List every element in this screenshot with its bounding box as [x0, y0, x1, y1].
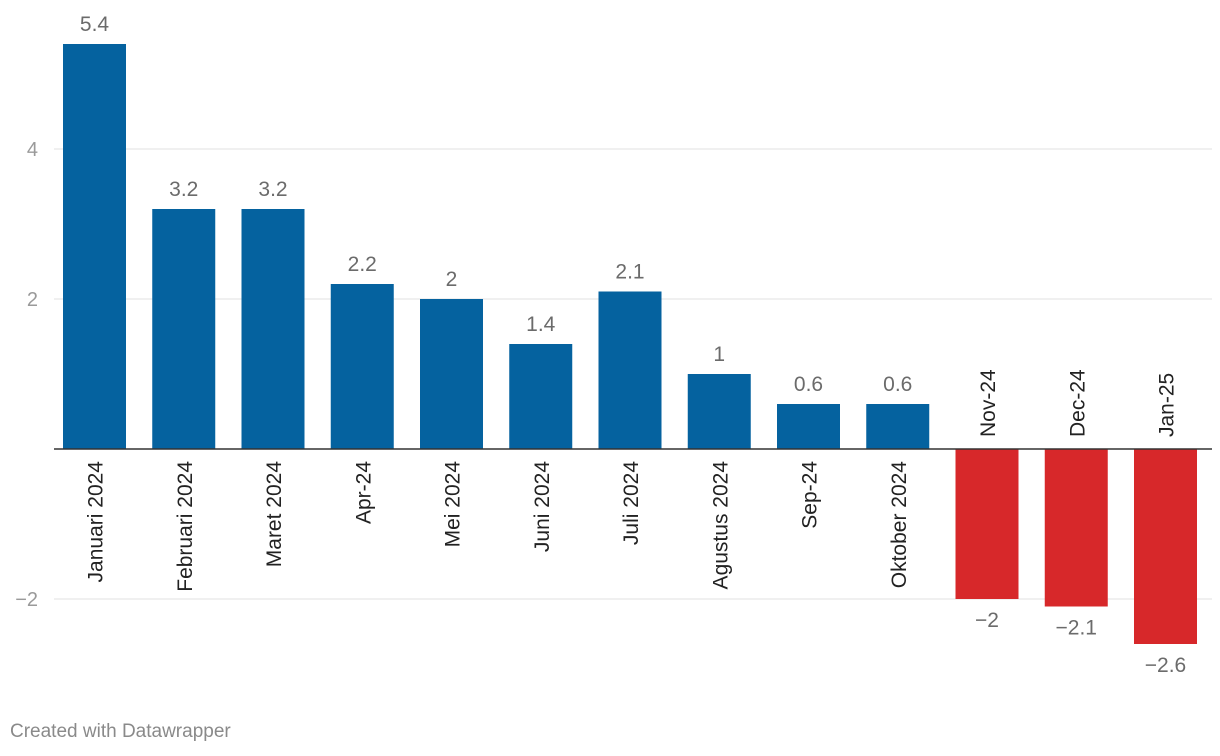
bar-value-label: 3.2	[258, 178, 287, 201]
category-label: Dec-24	[1066, 369, 1089, 437]
bar	[63, 44, 126, 449]
bar-value-label: 3.2	[169, 178, 198, 201]
bar	[687, 374, 751, 449]
category-label: Juli 2024	[620, 461, 643, 545]
category-label: Mei 2024	[442, 461, 465, 548]
y-tick-label: −2	[15, 589, 38, 611]
category-labels: Januari 2024 Februari 2024 Maret 2024 Apr-2…	[85, 369, 1179, 592]
bar-value-label: 0.6	[883, 373, 912, 396]
bar-value-label: 1.4	[526, 313, 556, 336]
bar	[866, 404, 930, 449]
category-label: Apr-24	[352, 461, 375, 524]
y-axis-ticks: 4 2 −2	[15, 139, 38, 611]
bar-value-label: 5.4	[80, 13, 110, 36]
bar-value-label: −2.6	[1145, 654, 1186, 677]
bar-value-label: 0.6	[794, 373, 823, 396]
category-label: Agustus 2024	[709, 461, 732, 590]
bar-chart: 5.4 3.2 3.2 2.2 2 1.4 2.1 1 0.6 0.6 −2 −2.1 −2.6 Jan…	[15, 13, 1212, 677]
bar-value-label: 2.2	[348, 253, 377, 276]
bar	[330, 284, 394, 449]
y-tick-label: 4	[27, 139, 38, 161]
category-label: Juni 2024	[531, 461, 554, 552]
bar	[598, 291, 662, 449]
bar-value-label: −2	[975, 609, 999, 632]
category-label: Januari 2024	[85, 461, 108, 583]
bar	[152, 209, 216, 449]
category-label: Maret 2024	[263, 461, 286, 568]
bar	[955, 449, 1019, 599]
category-label: Nov-24	[977, 369, 1000, 437]
category-label: Jan-25	[1156, 373, 1179, 437]
bar	[241, 209, 305, 449]
category-label: Oktober 2024	[888, 461, 911, 589]
bar	[420, 299, 483, 449]
bars	[63, 44, 1197, 644]
bar	[777, 404, 840, 449]
bar-value-label: −2.1	[1056, 617, 1097, 640]
bar-value-label: 1	[713, 343, 725, 366]
bar-value-label: 2	[446, 268, 458, 291]
category-label: Februari 2024	[174, 461, 197, 592]
bar	[1134, 449, 1197, 644]
datawrapper-credit: Created with Datawrapper	[10, 721, 231, 742]
bar	[509, 344, 573, 449]
bar	[1044, 449, 1108, 607]
value-labels: 5.4 3.2 3.2 2.2 2 1.4 2.1 1 0.6 0.6 −2 −2.1 −2.6	[80, 13, 1186, 677]
bar-value-label: 2.1	[615, 261, 644, 284]
y-tick-label: 2	[27, 289, 38, 311]
category-label: Sep-24	[799, 461, 822, 529]
